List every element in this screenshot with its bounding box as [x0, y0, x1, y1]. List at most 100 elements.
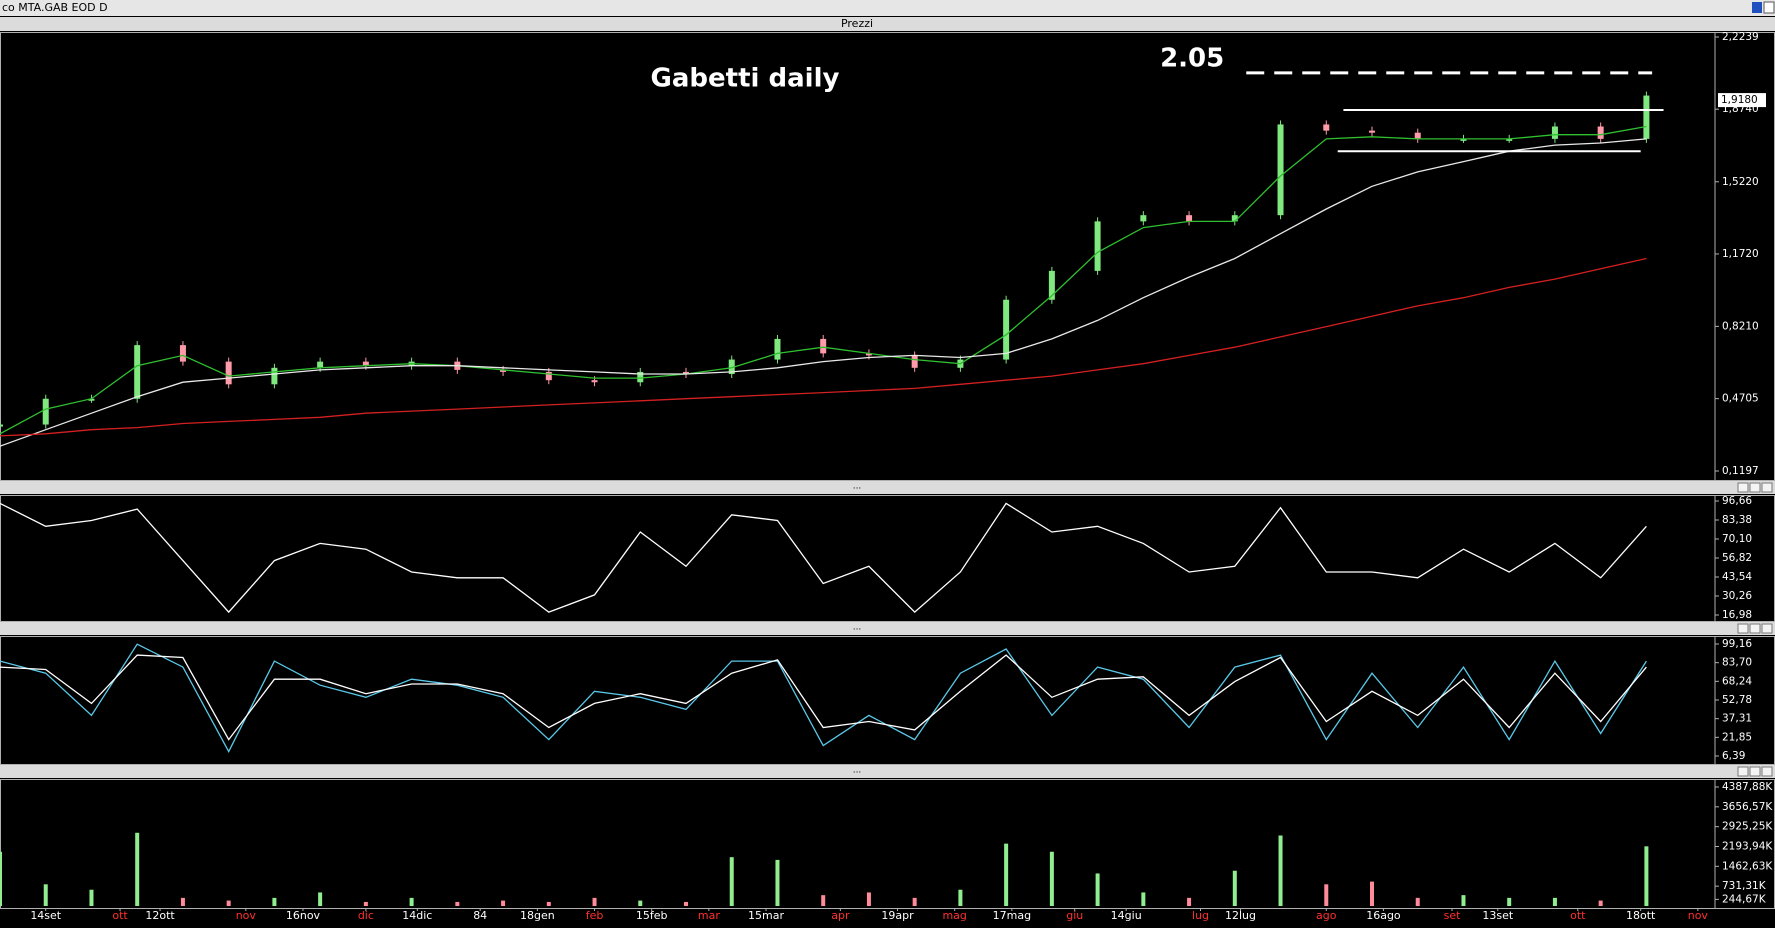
candle — [1231, 215, 1238, 222]
panel-separator — [0, 765, 1775, 778]
x-tick-label: set — [1444, 909, 1461, 922]
y-tick-label: 2,2239 — [1722, 31, 1759, 43]
panel-button[interactable] — [1761, 766, 1773, 777]
x-tick-label: nov — [1688, 909, 1709, 922]
candle — [728, 359, 735, 374]
candle — [683, 371, 689, 374]
candle — [1460, 138, 1467, 141]
candle — [179, 345, 186, 362]
y-tick-label: 30,26 — [1722, 590, 1752, 602]
y-tick-label: 4387,88K — [1722, 781, 1773, 793]
x-tick-label: 14giu — [1111, 909, 1142, 922]
candle — [1048, 270, 1055, 300]
separator-grip: ... — [853, 623, 862, 633]
candle — [1277, 124, 1284, 216]
last-price-box — [1718, 93, 1766, 108]
volume-bar — [1095, 873, 1100, 906]
volume-bar — [0, 851, 2, 906]
series-line — [0, 138, 1647, 447]
x-tick-label: feb — [586, 909, 604, 922]
x-tick-label: 84 — [473, 909, 487, 922]
x-tick-label: ago — [1316, 909, 1337, 922]
panel-button[interactable] — [1749, 482, 1761, 493]
candle — [362, 361, 369, 366]
series-line — [0, 502, 1647, 614]
y-tick-label: 56,82 — [1722, 552, 1752, 564]
series-line — [0, 125, 1647, 435]
panel-title: Prezzi — [841, 17, 873, 30]
y-tick-label: 83,38 — [1722, 514, 1752, 526]
candle — [1506, 138, 1513, 141]
panel-separator — [0, 622, 1775, 635]
series-line — [0, 257, 1647, 437]
series-line — [0, 654, 1647, 741]
y-tick-label: 2193,94K — [1722, 841, 1773, 853]
panel-button[interactable] — [1749, 766, 1761, 777]
x-tick-label: ott — [1570, 909, 1586, 922]
title-bar — [0, 0, 1775, 16]
window-button[interactable] — [1763, 1, 1775, 14]
y-tick-label: 16,98 — [1722, 609, 1752, 621]
volume-bar — [318, 892, 323, 906]
panel-button[interactable] — [1761, 623, 1773, 634]
panel-separator — [0, 481, 1775, 494]
y-tick-label: 0,8210 — [1722, 320, 1759, 332]
volume-bar — [363, 901, 368, 906]
candle — [0, 424, 3, 427]
y-tick-label: 0,1197 — [1722, 465, 1759, 477]
window-button[interactable] — [1752, 2, 1762, 13]
candle — [500, 369, 507, 372]
y-tick-label: 1,1720 — [1722, 248, 1759, 260]
y-tick-label: 3656,57K — [1722, 801, 1773, 813]
x-tick-label: 18gen — [520, 909, 555, 922]
panel-header — [0, 17, 1775, 31]
volume-bar — [1324, 884, 1329, 906]
panel-button[interactable] — [1737, 623, 1749, 634]
x-tick-label: lug — [1192, 909, 1209, 922]
x-tick-label: 14set — [30, 909, 61, 922]
candle — [134, 345, 141, 399]
x-tick-label: 16nov — [286, 909, 321, 922]
candle — [820, 338, 827, 354]
panel-button[interactable] — [1749, 623, 1761, 634]
y-tick-label: 731,31K — [1722, 880, 1767, 892]
volume-bar — [684, 901, 688, 906]
x-tick-label: ott — [112, 909, 128, 922]
candle — [225, 361, 232, 385]
candle — [774, 338, 781, 360]
volume-bar — [775, 859, 780, 906]
panel-button[interactable] — [1761, 482, 1773, 493]
volume-bar — [1461, 895, 1466, 906]
candle — [1140, 215, 1147, 222]
candle — [1323, 124, 1330, 131]
panel-button[interactable] — [1737, 482, 1749, 493]
x-tick-label: 19apr — [881, 909, 914, 922]
candle — [911, 355, 918, 368]
volume-bar — [89, 889, 94, 906]
y-tick-label: 96,66 — [1722, 495, 1752, 507]
x-tick-label: 13set — [1482, 909, 1513, 922]
y-tick-label: 68,24 — [1722, 675, 1752, 687]
volume-bar — [1644, 846, 1649, 906]
panel-button[interactable] — [1737, 766, 1749, 777]
x-tick-label: 17mag — [993, 909, 1031, 922]
volume-bar — [638, 900, 643, 906]
x-tick-label: nov — [236, 909, 257, 922]
volume-bar — [1049, 851, 1054, 906]
y-tick-label: 99,16 — [1722, 638, 1752, 650]
candle — [637, 371, 644, 383]
volume-bar — [1004, 843, 1009, 906]
volume-bar — [1141, 892, 1146, 906]
candle — [1414, 132, 1421, 139]
y-tick-label: 83,70 — [1722, 657, 1752, 669]
last-price-label: 1,9180 — [1721, 94, 1758, 106]
volume-bar — [866, 892, 871, 906]
x-tick-label: 14dic — [402, 909, 432, 922]
candle — [1003, 299, 1010, 360]
volume-bar — [912, 897, 917, 906]
candle — [1369, 130, 1375, 133]
y-tick-label: 6,39 — [1722, 750, 1745, 762]
x-tick-label: 15feb — [636, 909, 668, 922]
